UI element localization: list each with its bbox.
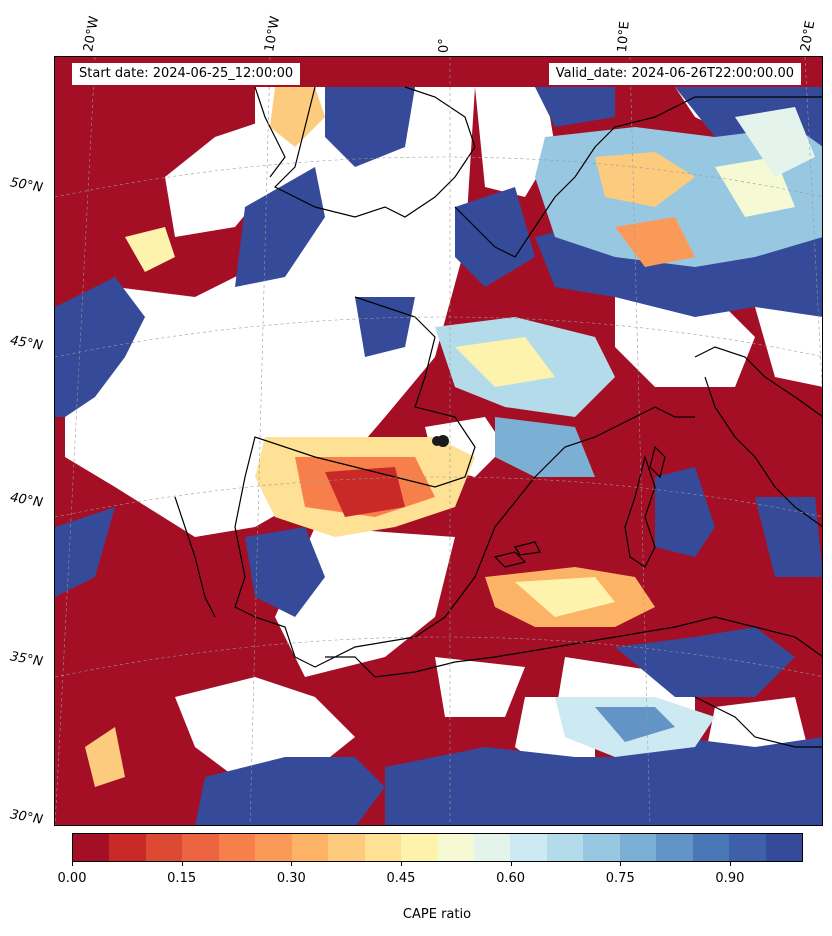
- colorbar-segment: [692, 834, 730, 861]
- colorbar-segment: [182, 834, 219, 861]
- colorbar-segment: [145, 834, 183, 861]
- colorbar-tick: [291, 862, 293, 866]
- colorbar-tick: [620, 862, 622, 866]
- colorbar-segment: [765, 834, 803, 861]
- coastlines: [174, 86, 822, 748]
- colorbar-segment: [255, 834, 292, 861]
- colorbar: [72, 833, 803, 862]
- colorbar-segment: [291, 834, 329, 861]
- colorbar-tick: [72, 862, 73, 866]
- colorbar-title: CAPE ratio: [402, 907, 472, 922]
- lon-label-20e: 20°E: [798, 19, 819, 54]
- lon-label-0: 0°: [437, 38, 452, 53]
- colorbar-segment: [364, 834, 402, 861]
- graticule: [55, 57, 822, 825]
- colorbar-segment: [437, 834, 474, 861]
- colorbar-segment: [729, 834, 766, 861]
- colorbar-tick-label: 0.60: [496, 871, 526, 886]
- map-panel: [54, 56, 823, 826]
- colorbar-segment: [473, 834, 511, 861]
- lon-label-20w: 20°W: [81, 15, 103, 54]
- colorbar-tick: [400, 862, 402, 866]
- lat-label-35n: 35°N: [8, 649, 44, 670]
- colorbar-tick: [181, 862, 183, 866]
- colorbar-tick-label: 0.75: [605, 871, 635, 886]
- colorbar-segment: [619, 834, 657, 861]
- mixed-ratio-areas: [85, 87, 822, 787]
- lat-label-40n: 40°N: [8, 490, 44, 511]
- colorbar-segment: [656, 834, 693, 861]
- colorbar-segment: [328, 834, 365, 861]
- lat-label-30n: 30°N: [8, 807, 44, 828]
- colorbar-segment: [510, 834, 547, 861]
- colorbar-segment: [109, 834, 146, 861]
- colorbar-segment: [546, 834, 584, 861]
- colorbar-tick-label: 0.30: [276, 871, 306, 886]
- start-date-label: Start date: 2024-06-25_12:00:00: [72, 63, 301, 85]
- colorbar-tick-label: 0.15: [167, 871, 197, 886]
- colorbar-tick: [729, 862, 731, 866]
- colorbar-segment: [583, 834, 620, 861]
- lon-label-10e: 10°E: [615, 20, 633, 54]
- colorbar-tick-label: 0.00: [57, 871, 87, 886]
- colorbar-tick-label: 0.90: [715, 871, 745, 886]
- lat-label-45n: 45°N: [8, 333, 44, 354]
- colorbar-segment: [401, 834, 438, 861]
- colorbar-tick-label: 0.45: [386, 871, 416, 886]
- colorbar-segment: [218, 834, 256, 861]
- lat-label-50n: 50°N: [8, 175, 44, 196]
- lon-label-10w: 10°W: [262, 15, 284, 54]
- location-marker: [432, 436, 442, 446]
- cape-ratio-map: [55, 57, 822, 825]
- colorbar-tick: [510, 862, 512, 866]
- colorbar-segment: [73, 834, 110, 861]
- valid-date-label: Valid_date: 2024-06-26T22:00:00.00: [548, 63, 801, 85]
